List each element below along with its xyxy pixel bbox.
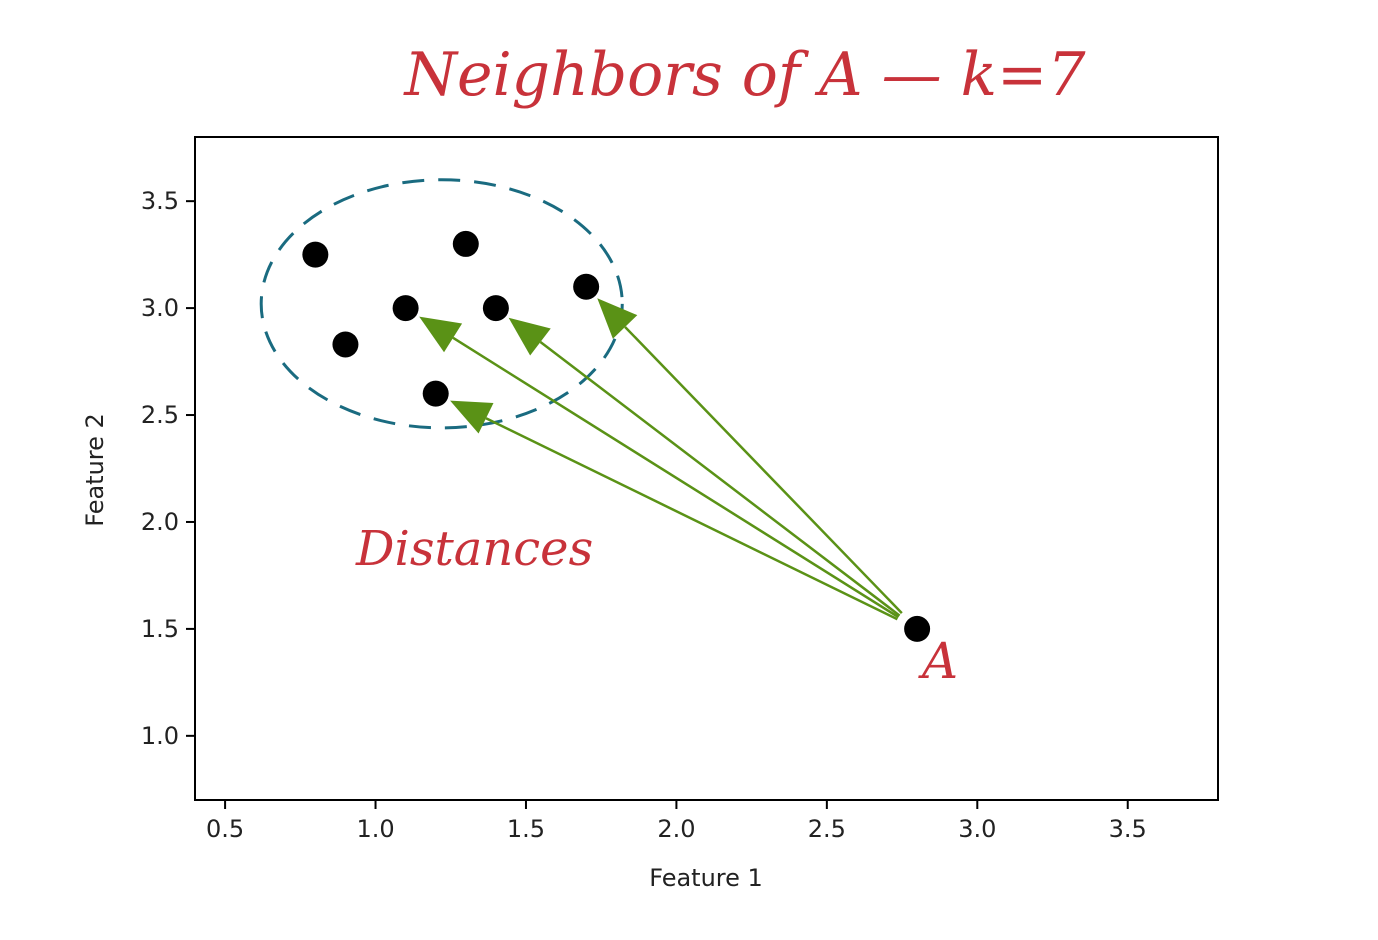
y-tick-label: 2.5 [141,401,179,429]
x-axis-label: Feature 1 [649,864,763,892]
data-point [573,273,600,300]
data-point [392,295,419,322]
distance-arrow-line [624,326,903,614]
neighborhood-ellipse [259,178,624,430]
x-tick-label: 3.5 [1109,815,1147,843]
x-tick-label: 0.5 [206,815,244,843]
x-tick-label: 1.0 [356,815,394,843]
plot-frame [194,136,1219,801]
distance-arrow-line [539,341,901,617]
x-tick-label: 3.0 [958,815,996,843]
data-point [332,331,359,358]
y-tick-label: 3.5 [141,187,179,215]
distance-arrow-head [419,316,463,353]
chart-title: Neighbors of A — k=7 [402,40,1086,110]
data-point [422,380,449,407]
data-point-a [904,615,931,642]
x-tick-label: 2.0 [657,815,695,843]
axis-ticks: 0.5 1.0 1.5 2.0 2.5 3.0 3.5 1.0 1.5 2.0 2.5 3.0 3.5 [141,187,1147,843]
data-points [302,230,931,642]
y-tick-label: 1.0 [141,722,179,750]
y-tick-label: 2.0 [141,508,179,536]
y-axis-label: Feature 2 [81,413,109,527]
x-tick-label: 2.5 [808,815,846,843]
y-tick-label: 1.5 [141,615,179,643]
data-point [452,230,479,257]
y-tick-label: 3.0 [141,294,179,322]
distance-arrow-head [508,317,551,356]
data-point [302,241,329,268]
point-a-label: A [918,632,958,690]
distance-arrows [419,298,903,621]
distance-arrow-line [452,336,900,619]
distances-annotation: Distances [355,521,593,577]
distance-arrow-line [485,417,898,621]
distance-arrow-head [597,298,638,339]
data-point [482,295,509,322]
x-tick-label: 1.5 [507,815,545,843]
distance-arrow-head [450,400,494,434]
